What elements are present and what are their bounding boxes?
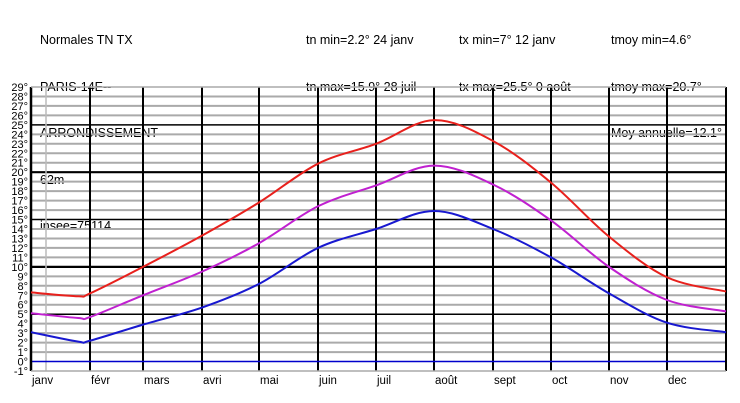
y-tick-label: 29° bbox=[11, 82, 28, 94]
x-tick-label: mars bbox=[144, 375, 170, 387]
station-line: ARRONDISSEMENT bbox=[40, 126, 159, 140]
tx-min: tx min=7° 12 janv bbox=[459, 33, 556, 47]
annual-mean: Moy annuelle=12.1° bbox=[611, 126, 722, 140]
y-tick-label: 24° bbox=[11, 129, 28, 141]
y-tick-label: 21° bbox=[11, 158, 28, 170]
x-tick-label: avri bbox=[203, 375, 222, 387]
y-tick-label: 5° bbox=[17, 309, 28, 321]
y-tick-label: 27° bbox=[11, 101, 28, 113]
y-tick-label: 13° bbox=[11, 233, 28, 245]
y-tick-label: 2° bbox=[17, 338, 28, 350]
y-tick-label: 8° bbox=[17, 281, 28, 293]
y-tick-label: 25° bbox=[11, 120, 28, 132]
y-tick-label: 9° bbox=[17, 271, 28, 283]
y-tick-label: 23° bbox=[11, 139, 28, 151]
series-line-tx bbox=[30, 119, 727, 298]
y-tick-label: 1° bbox=[17, 347, 28, 359]
x-tick-label: nov bbox=[610, 375, 629, 387]
y-tick-label: 12° bbox=[11, 243, 28, 255]
y-tick-label: 4° bbox=[17, 319, 28, 331]
y-tick-label: 6° bbox=[17, 300, 28, 312]
x-tick-label: juil bbox=[376, 375, 391, 387]
tmoy-min: tmoy min=4.6° bbox=[611, 33, 692, 47]
x-tick-label: dec bbox=[668, 375, 687, 387]
y-tick-label: 7° bbox=[17, 290, 28, 302]
y-tick-label: 17° bbox=[11, 196, 28, 208]
tmoy-stats: tmoy min=4.6° tmoy max=20.7° Moy annuell… bbox=[611, 2, 722, 157]
y-tick-label: 19° bbox=[11, 177, 28, 189]
y-tick-label: -1° bbox=[14, 366, 28, 378]
station-line: Normales TN TX bbox=[40, 33, 133, 47]
x-tick-label: févr bbox=[91, 375, 110, 387]
tn-min: tn min=2.2° 24 janv bbox=[306, 33, 414, 47]
x-tick-label: mai bbox=[260, 375, 279, 387]
y-tick-label: 20° bbox=[11, 167, 28, 179]
y-tick-label: 0° bbox=[17, 357, 28, 369]
series-line-tn bbox=[30, 210, 727, 344]
x-tick-label: sept bbox=[494, 375, 517, 387]
y-tick-label: 10° bbox=[11, 262, 28, 274]
x-tick-label: août bbox=[435, 375, 458, 387]
y-tick-label: 22° bbox=[11, 148, 28, 160]
series-line-tmoy bbox=[30, 164, 727, 321]
x-tick-label: oct bbox=[552, 375, 568, 387]
y-tick-label: 11° bbox=[12, 252, 28, 264]
y-tick-label: 14° bbox=[11, 224, 28, 236]
x-tick-label: juin bbox=[318, 375, 337, 387]
y-tick-label: 16° bbox=[11, 205, 28, 217]
y-tick-label: 15° bbox=[11, 215, 28, 227]
y-tick-label: 26° bbox=[11, 110, 28, 122]
x-tick-label: janv bbox=[31, 375, 53, 387]
y-tick-label: 18° bbox=[11, 186, 28, 198]
y-tick-label: 28° bbox=[11, 91, 28, 103]
y-tick-label: 3° bbox=[17, 328, 28, 340]
